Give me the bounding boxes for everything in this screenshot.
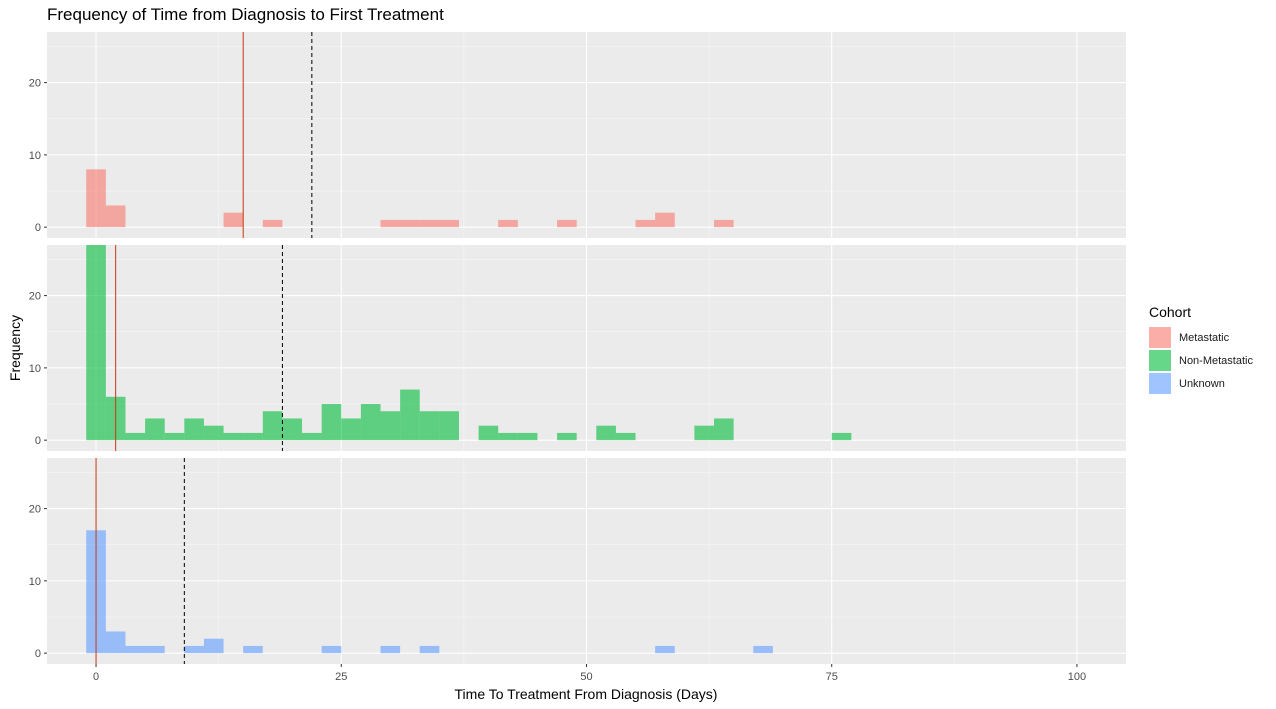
bar-non-metastatic <box>478 425 499 441</box>
y-tick-label: 20 <box>29 291 41 303</box>
bar-non-metastatic <box>145 418 165 441</box>
bar-metastatic <box>86 169 106 228</box>
x-axis-label: Time To Treatment From Diagnosis (Days) <box>454 686 718 702</box>
y-axis-label: Frequency <box>7 315 23 381</box>
bar-unknown <box>380 645 401 654</box>
legend-title: Cohort <box>1149 304 1192 320</box>
legend-label-non-metastatic: Non-Metastatic <box>1179 354 1253 367</box>
bar-metastatic <box>714 219 734 228</box>
bar-unknown <box>243 645 263 654</box>
bar-metastatic <box>498 219 518 228</box>
bar-non-metastatic <box>360 404 381 441</box>
bar-non-metastatic <box>125 432 146 441</box>
bar-non-metastatic <box>164 432 185 441</box>
x-tick-label: 0 <box>93 671 99 683</box>
bar-metastatic <box>223 212 244 228</box>
chart-title: Frequency of Time from Diagnosis to Firs… <box>47 5 444 24</box>
legend-label-metastatic: Metastatic <box>1179 331 1230 344</box>
y-tick-label: 0 <box>35 648 41 660</box>
bar-non-metastatic <box>203 425 224 441</box>
bar-non-metastatic <box>302 432 322 441</box>
bar-metastatic <box>557 219 577 228</box>
bar-unknown <box>203 638 224 654</box>
bar-metastatic <box>635 219 656 228</box>
bar-non-metastatic <box>380 411 401 441</box>
bar-metastatic <box>439 219 459 228</box>
legend-item-non-metastatic: Non-Metastatic <box>1149 349 1253 372</box>
legend-key-metastatic <box>1149 327 1171 348</box>
bar-non-metastatic <box>498 432 518 441</box>
x-tick-label: 100 <box>1068 671 1086 683</box>
bar-metastatic <box>262 219 283 228</box>
bar-unknown <box>655 645 675 654</box>
bar-non-metastatic <box>86 245 106 441</box>
legend-item-unknown: Unknown <box>1149 372 1253 395</box>
bar-non-metastatic <box>615 432 636 441</box>
bar-non-metastatic <box>439 411 459 441</box>
bar-unknown <box>753 645 773 654</box>
bar-unknown <box>184 645 204 654</box>
bar-non-metastatic <box>596 425 616 441</box>
bar-metastatic <box>419 219 440 228</box>
bar-non-metastatic <box>517 432 538 441</box>
x-tick-label: 50 <box>580 671 592 683</box>
bar-metastatic <box>655 212 675 228</box>
bar-non-metastatic <box>400 389 420 441</box>
y-tick-label: 10 <box>29 576 41 588</box>
y-tick-label: 20 <box>29 78 41 90</box>
bar-metastatic <box>105 205 126 228</box>
bar-non-metastatic <box>557 432 577 441</box>
y-tick-label: 0 <box>35 435 41 447</box>
legend-item-metastatic: Metastatic <box>1149 326 1253 349</box>
y-tick-label: 10 <box>29 150 41 162</box>
y-tick-label: 10 <box>29 363 41 375</box>
bar-non-metastatic <box>714 418 734 441</box>
bar-unknown <box>125 645 146 654</box>
legend-key-non-metastatic <box>1149 350 1171 371</box>
bar-non-metastatic <box>831 432 852 441</box>
bar-unknown <box>419 645 440 654</box>
bar-non-metastatic <box>341 418 361 441</box>
legend: Cohort Metastatic Non-Metastatic Unknown <box>1149 304 1253 395</box>
bar-metastatic <box>400 219 420 228</box>
bar-unknown <box>145 645 165 654</box>
bar-unknown <box>321 645 342 654</box>
bar-non-metastatic <box>243 432 263 441</box>
bar-unknown <box>105 631 126 654</box>
legend-label-unknown: Unknown <box>1179 377 1225 390</box>
bar-non-metastatic <box>419 411 440 441</box>
x-tick-label: 75 <box>826 671 838 683</box>
bar-metastatic <box>380 219 401 228</box>
bar-non-metastatic <box>694 425 715 441</box>
bar-non-metastatic <box>262 411 283 441</box>
bar-non-metastatic <box>282 418 303 441</box>
y-tick-label: 20 <box>29 504 41 516</box>
x-tick-label: 25 <box>335 671 347 683</box>
y-tick-label: 0 <box>35 222 41 234</box>
bar-non-metastatic <box>184 418 204 441</box>
bar-non-metastatic <box>223 432 244 441</box>
bar-non-metastatic <box>321 404 342 441</box>
legend-key-unknown <box>1149 373 1171 394</box>
